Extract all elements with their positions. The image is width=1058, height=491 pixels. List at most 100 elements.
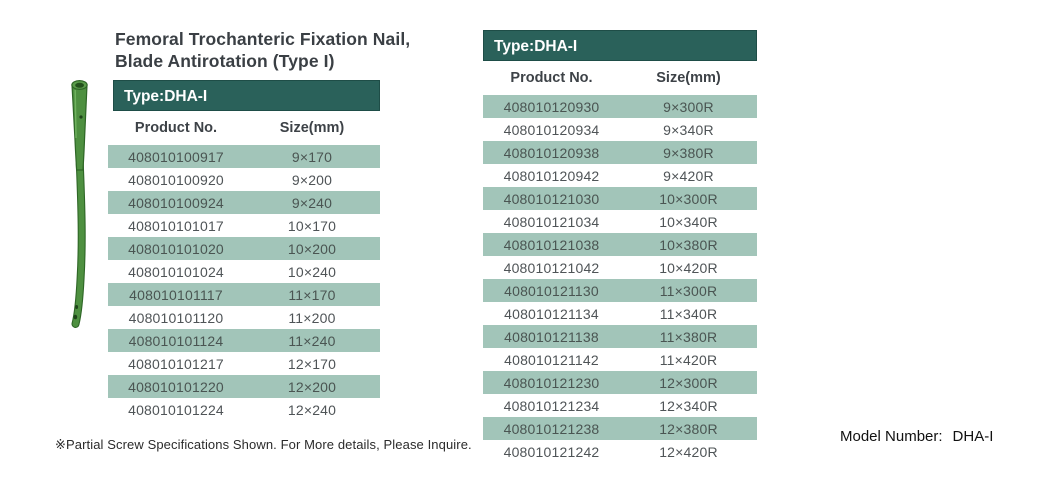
size-cell: 12×240	[287, 401, 337, 418]
type-band: Type:DHA-I	[113, 80, 380, 111]
product-no-cell: 408010101224	[128, 401, 224, 418]
column-header-size: Size(mm)	[656, 70, 721, 86]
product-no-cell: 408010121138	[504, 328, 599, 345]
size-cell: 12×170	[287, 355, 337, 372]
type-band: Type:DHA-I	[483, 30, 757, 61]
table-body: 408010100917 9×170 408010100920 9×200 408010…	[108, 145, 380, 421]
size-cell: 11×380R	[659, 328, 718, 345]
page-title-line-1: Femoral Trochanteric Fixation Nail,	[115, 29, 411, 49]
size-cell: 9×300R	[663, 98, 714, 115]
product-no-cell: 408010121230	[503, 374, 600, 391]
product-no-cell: 408010120934	[503, 121, 600, 138]
type-label: Type:DHA-I	[494, 38, 578, 55]
table-row: 408010121038 10×380R	[483, 233, 757, 256]
size-cell: 11×170	[288, 286, 336, 303]
product-no-cell: 408010121130	[504, 282, 599, 299]
right-catalog-table: Type:DHA-I Product No. Size(mm) 40801012…	[483, 30, 757, 463]
product-no-cell: 408010101024	[128, 263, 224, 280]
size-cell: 9×380R	[663, 144, 714, 161]
product-no-cell: 408010101020	[128, 240, 224, 257]
size-cell: 12×200	[287, 378, 337, 395]
type-label: Type:DHA-I	[124, 88, 208, 105]
size-cell: 9×200	[291, 171, 333, 188]
column-header-product-no: Product No.	[510, 70, 593, 86]
size-cell: 10×300R	[659, 190, 718, 207]
size-cell: 12×420R	[659, 443, 718, 460]
table-row: 408010120930 9×300R	[483, 95, 757, 118]
product-no-cell: 408010121134	[504, 305, 599, 322]
product-no-cell: 408010101117	[129, 286, 223, 303]
column-header-product-no: Product No.	[134, 120, 218, 136]
model-number-label: Model Number:	[840, 428, 943, 445]
product-no-cell: 408010101017	[128, 217, 224, 234]
size-cell: 11×300R	[659, 282, 718, 299]
column-header-size: Size(mm)	[279, 120, 345, 136]
table-row: 408010121042 10×420R	[483, 256, 757, 279]
table-row: 408010101024 10×240	[108, 260, 380, 283]
product-no-cell: 408010120942	[503, 167, 600, 184]
table-row: 408010121034 10×340R	[483, 210, 757, 233]
size-cell: 10×380R	[659, 236, 718, 253]
model-number: Model Number: DHA-I	[840, 428, 993, 445]
size-cell: 10×340R	[659, 213, 718, 230]
table-row: 408010121130 11×300R	[483, 279, 757, 302]
table-row: 408010121234 12×340R	[483, 394, 757, 417]
product-no-cell: 408010121042	[503, 259, 600, 276]
size-cell: 12×340R	[659, 397, 718, 414]
product-no-cell: 408010101124	[128, 332, 224, 349]
product-no-cell: 408010121034	[503, 213, 600, 230]
product-no-cell: 408010100924	[128, 194, 224, 211]
table-row: 408010121238 12×380R	[483, 417, 757, 440]
table-row: 408010101224 12×240	[108, 398, 380, 421]
table-row: 408010101020 10×200	[108, 237, 380, 260]
size-cell: 10×170	[287, 217, 337, 234]
table-row: 408010121030 10×300R	[483, 187, 757, 210]
table-header: Product No. Size(mm)	[483, 61, 757, 95]
page-title-line-2: Blade Antirotation (Type I)	[115, 51, 335, 71]
size-cell: 10×200	[287, 240, 337, 257]
product-no-cell: 408010101120	[128, 309, 224, 326]
table-row: 408010101220 12×200	[108, 375, 380, 398]
product-no-cell: 408010121242	[503, 443, 600, 460]
size-cell: 9×340R	[663, 121, 714, 138]
size-cell: 11×420R	[659, 351, 718, 368]
product-no-cell: 408010101220	[128, 378, 224, 395]
product-no-cell: 408010120930	[503, 98, 600, 115]
table-row: 408010120938 9×380R	[483, 141, 757, 164]
nail-product-image	[71, 79, 88, 328]
size-cell: 10×420R	[659, 259, 718, 276]
table-row: 408010100920 9×200	[108, 168, 380, 191]
page-title: Femoral Trochanteric Fixation Nail, Blad…	[115, 28, 410, 72]
table-row: 408010121134 11×340R	[483, 302, 757, 325]
product-no-cell: 408010121142	[504, 351, 599, 368]
size-cell: 12×300R	[659, 374, 718, 391]
table-row: 408010121138 11×380R	[483, 325, 757, 348]
table-row: 408010101217 12×170	[108, 352, 380, 375]
table-header: Product No. Size(mm)	[108, 111, 380, 145]
size-cell: 10×240	[287, 263, 337, 280]
size-cell: 12×380R	[659, 420, 718, 437]
product-no-cell: 408010121038	[503, 236, 600, 253]
size-cell: 11×240	[288, 332, 336, 349]
size-cell: 9×240	[291, 194, 333, 211]
table-row: 408010101124 11×240	[108, 329, 380, 352]
table-row: 408010121142 11×420R	[483, 348, 757, 371]
size-cell: 9×170	[291, 148, 333, 165]
product-no-cell: 408010121238	[503, 420, 600, 437]
product-no-cell: 408010121234	[503, 397, 600, 414]
model-number-value: DHA-I	[952, 428, 994, 445]
table-row: 408010120942 9×420R	[483, 164, 757, 187]
product-no-cell: 408010100917	[128, 148, 224, 165]
footnote: ※Partial Screw Specifications Shown. For…	[55, 437, 472, 452]
size-cell: 11×200	[288, 309, 336, 326]
table-body: 408010120930 9×300R 408010120934 9×340R 4080…	[483, 95, 757, 463]
product-no-cell: 408010121030	[503, 190, 600, 207]
table-row: 408010101120 11×200	[108, 306, 380, 329]
table-row: 408010101117 11×170	[108, 283, 380, 306]
table-row: 408010120934 9×340R	[483, 118, 757, 141]
left-catalog-table: Type:DHA-I Product No. Size(mm) 40801010…	[108, 80, 380, 421]
table-row: 408010101017 10×170	[108, 214, 380, 237]
table-row: 408010121242 12×420R	[483, 440, 757, 463]
table-row: 408010121230 12×300R	[483, 371, 757, 394]
